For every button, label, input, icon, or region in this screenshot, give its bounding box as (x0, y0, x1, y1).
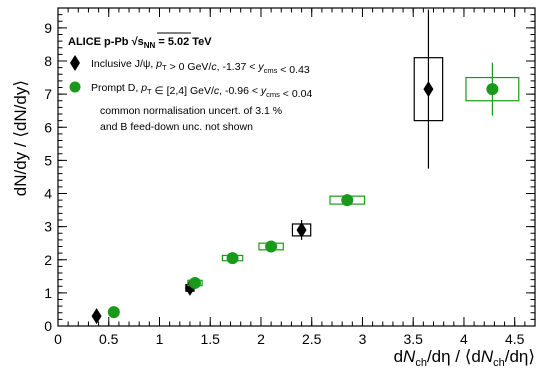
data-point (296, 221, 307, 238)
data-point (189, 276, 202, 289)
data-point (226, 252, 239, 265)
y-tick-label: 8 (44, 53, 52, 69)
x-tick-label: 0.5 (99, 331, 119, 347)
x-tick-label: 3.5 (403, 331, 423, 347)
x-tick-label: 2.5 (302, 331, 322, 347)
y-tick-label: 4 (44, 186, 52, 202)
legend-entry-jpsi: Inclusive J/ψ, pT > 0 GeV/c, -1.37 < ycm… (91, 58, 310, 76)
x-tick-label: 2 (257, 331, 265, 347)
series-inclusive-jpsi (91, 9, 444, 325)
annotation-line-2: and B feed-down unc. not shown (100, 121, 253, 133)
x-tick-label: 4 (460, 331, 468, 347)
plot-frame (57, 7, 536, 327)
data-point (486, 83, 499, 96)
y-tick-label: 7 (44, 86, 52, 102)
x-tick-label: 1 (156, 331, 164, 347)
legend-marker-dmeson (69, 81, 81, 93)
legend-title: ALICE p-Pb √sNN = 5.02 TeV (68, 36, 212, 50)
data-series (91, 9, 520, 325)
series-prompt-d (107, 62, 520, 319)
y-tick-label: 9 (44, 20, 52, 36)
x-tick-label: 0 (54, 331, 62, 347)
y-tick-labels: 0 1 2 3 4 5 6 7 8 9 (44, 20, 52, 334)
annotation-line-1: common normalisation uncert. of 3.1 % (100, 105, 282, 117)
plot-area-border (57, 7, 536, 327)
y-tick-label: 6 (44, 119, 52, 135)
y-tick-label: 5 (44, 152, 52, 168)
y-tick-label: 2 (44, 252, 52, 268)
legend: ALICE p-Pb √sNN = 5.02 TeV Inclusive J/ψ… (68, 32, 312, 133)
x-axis-title: dNch/dη / ⟨dNch/dη⟩ (394, 347, 535, 369)
data-point (107, 306, 120, 319)
legend-entry-dmeson: Prompt D, pT ∈ [2,4] GeV/c, -0.96 < ycms… (91, 82, 312, 100)
y-axis-title: dN/dy / ⟨dN/dy⟩ (11, 80, 30, 196)
legend-marker-jpsi (70, 55, 80, 71)
x-tick-label: 1.5 (200, 331, 220, 347)
data-point (91, 308, 102, 325)
x-tick-labels: 0 0.5 1 1.5 2 2.5 3 3.5 4 4.5 (54, 331, 525, 347)
data-point (265, 240, 278, 253)
data-point (423, 81, 434, 98)
x-tick-label: 4.5 (505, 331, 525, 347)
y-tick-label: 0 (44, 318, 52, 334)
y-tick-label: 1 (44, 285, 52, 301)
axis-ticks (57, 7, 536, 327)
data-point (341, 194, 354, 207)
x-tick-label: 3 (359, 331, 367, 347)
y-tick-label: 3 (44, 219, 52, 235)
